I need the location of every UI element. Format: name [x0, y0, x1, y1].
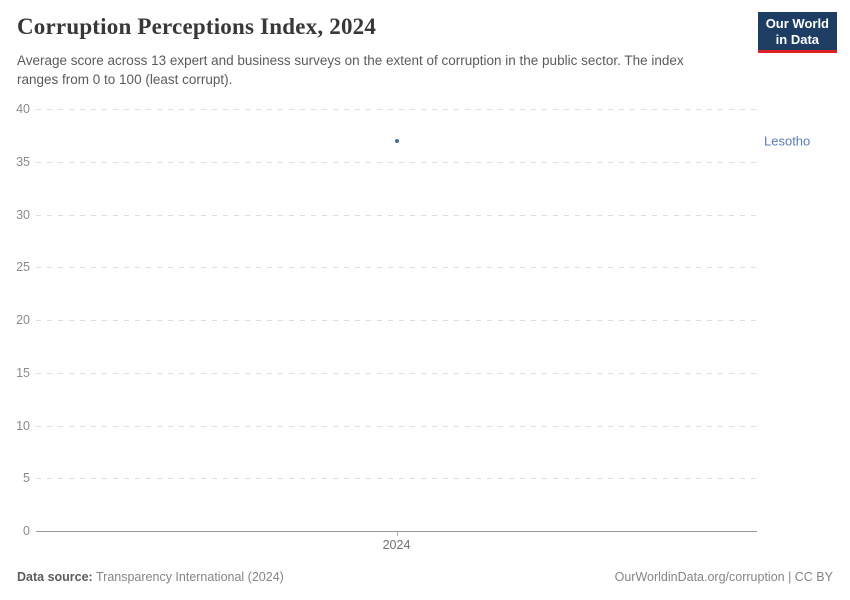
owid-logo-line2: in Data	[775, 31, 820, 47]
y-tick-label: 25	[16, 260, 30, 275]
data-point-lesotho[interactable]	[394, 138, 399, 143]
x-tick-label: 2024	[382, 538, 411, 552]
y-tick-label: 15	[16, 365, 30, 380]
y-tick-label: 30	[16, 207, 30, 222]
gridline	[36, 425, 757, 427]
owid-logo-line1: Our World	[765, 16, 829, 31]
gridline	[36, 161, 757, 163]
y-tick-label: 40	[16, 102, 30, 116]
gridline	[36, 372, 757, 374]
y-tick-label: 10	[16, 418, 30, 433]
gridline	[36, 109, 757, 110]
plot-area: 2024 Lesotho 0 5 10 15 20 25 30 35 40	[16, 102, 810, 552]
x-axis-line	[36, 531, 757, 532]
gridline	[36, 478, 757, 480]
page-title: Corruption Perceptions Index, 2024	[17, 14, 377, 39]
y-tick-label: 0	[23, 524, 30, 538]
y-tick-label: 35	[16, 154, 30, 169]
data-source-note: Data source: Transparency International …	[17, 570, 284, 584]
gridline	[36, 214, 757, 216]
y-tick-label: 5	[23, 471, 30, 486]
owid-logo[interactable]: Our World in Data	[757, 12, 837, 54]
chart-subtitle: Average score across 13 expert and busin…	[17, 53, 684, 87]
data-source-label: Data source:	[17, 570, 93, 584]
data-source-value: Transparency International (2024)	[95, 570, 284, 584]
license-link[interactable]: OurWorldinData.org/corruption | CC BY	[614, 570, 833, 584]
x-axis-tick	[396, 531, 398, 536]
y-tick-label: 20	[16, 313, 30, 327]
gridline	[36, 267, 757, 269]
gridline	[36, 320, 757, 321]
series-label-lesotho[interactable]: Lesotho	[764, 133, 811, 149]
